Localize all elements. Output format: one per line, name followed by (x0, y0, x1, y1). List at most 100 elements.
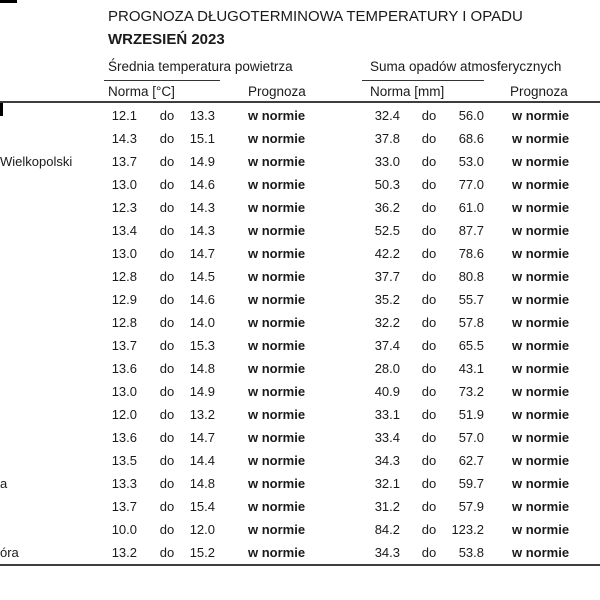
city-name-cell (0, 288, 96, 311)
city-name-cell (0, 449, 96, 472)
temp-norm-max-cell: 14.7 (189, 246, 215, 261)
city-name-cell (0, 173, 96, 196)
city-name-cell (0, 518, 96, 541)
temp-range-connector: do (159, 154, 175, 169)
precip-norm-max-cell: 59.7 (458, 476, 484, 491)
precip-norm-min-cell: 37.7 (374, 269, 400, 284)
temp-norm-min-cell: 13.5 (111, 453, 137, 468)
temp-range-connector: do (159, 522, 175, 537)
precip-norm-min-cell: 34.3 (374, 453, 400, 468)
temp-norm-min-cell: 13.6 (111, 430, 137, 445)
temp-norm-min-cell: 12.8 (111, 269, 137, 284)
precip-norm-min-cell: 52.5 (374, 223, 400, 238)
precip-range-connector: do (421, 476, 437, 491)
precip-norm-min-cell: 40.9 (374, 384, 400, 399)
table-row: 12.9 do 14.6 w normie 35.2 do 55.7 w nor… (0, 288, 600, 311)
temp-forecast-cell: w normie (248, 430, 306, 445)
temp-norm-max-cell: 14.8 (189, 361, 215, 376)
temp-range-connector: do (159, 200, 175, 215)
city-name-cell (0, 127, 96, 150)
temp-norm-max-cell: 14.3 (189, 223, 215, 238)
precip-range-connector: do (421, 200, 437, 215)
temp-norm-min-cell: 12.1 (111, 108, 137, 123)
temp-forecast-cell: w normie (248, 407, 306, 422)
temp-range-connector: do (159, 476, 175, 491)
precip-norm-min-cell: 42.2 (374, 246, 400, 261)
precip-norm-cell-top-border (362, 80, 484, 81)
precip-forecast-cell: w normie (512, 384, 570, 399)
temp-norm-min-cell: 12.9 (111, 292, 137, 307)
table-row: 14.3 do 15.1 w normie 37.8 do 68.6 w nor… (0, 127, 600, 150)
temp-range-connector: do (159, 246, 175, 261)
table-row: 12.3 do 14.3 w normie 36.2 do 61.0 w nor… (0, 196, 600, 219)
city-name-cell: a (0, 476, 8, 491)
temp-norm-min-cell: 13.2 (111, 545, 137, 560)
temp-forecast-cell: w normie (248, 292, 306, 307)
precip-norm-max-cell: 53.8 (458, 545, 484, 560)
city-name-cell (0, 265, 96, 288)
precip-norm-min-cell: 37.4 (374, 338, 400, 353)
city-name-cell (0, 196, 96, 219)
precip-forecast-cell: w normie (512, 131, 570, 146)
precip-range-connector: do (421, 384, 437, 399)
precip-forecast-cell: w normie (512, 407, 570, 422)
temp-range-connector: do (159, 177, 175, 192)
city-name-cell: Wielkopolski (0, 154, 73, 169)
report-title: PROGNOZA DŁUGOTERMINOWA TEMPERATURY I OP… (108, 8, 523, 25)
temp-range-connector: do (159, 499, 175, 514)
temp-range-connector: do (159, 384, 175, 399)
precip-range-connector: do (421, 223, 437, 238)
temp-forecast-cell: w normie (248, 200, 306, 215)
precip-norm-min-cell: 32.1 (374, 476, 400, 491)
header-separator-rule (0, 101, 600, 103)
table-row: 13.5 do 14.4 w normie 34.3 do 62.7 w nor… (0, 449, 600, 472)
temp-forecast-cell: w normie (248, 177, 306, 192)
temp-norm-min-cell: 13.0 (111, 384, 137, 399)
city-name-cell (0, 495, 96, 518)
precip-norm-min-cell: 32.2 (374, 315, 400, 330)
city-name-cell (0, 242, 96, 265)
precip-norm-max-cell: 57.8 (458, 315, 484, 330)
table-row: 13.0 do 14.6 w normie 50.3 do 77.0 w nor… (0, 173, 600, 196)
city-name-cell (0, 380, 96, 403)
temp-range-connector: do (159, 361, 175, 376)
temp-norm-max-cell: 14.9 (189, 384, 215, 399)
temp-forecast-cell: w normie (248, 545, 306, 560)
precip-norm-max-cell: 65.5 (458, 338, 484, 353)
precip-norm-min-cell: 33.4 (374, 430, 400, 445)
temp-forecast-cell: w normie (248, 499, 306, 514)
precip-forecast-cell: w normie (512, 292, 570, 307)
precip-range-connector: do (421, 499, 437, 514)
precipitation-group-header: Suma opadów atmosferycznych (370, 59, 562, 74)
precip-norm-min-cell: 34.3 (374, 545, 400, 560)
temp-norm-min-cell: 13.4 (111, 223, 137, 238)
temp-range-connector: do (159, 131, 175, 146)
precip-forecast-cell: w normie (512, 108, 570, 123)
precip-range-connector: do (421, 246, 437, 261)
table-row: óra 13.2 do 15.2 w normie 34.3 do 53.8 w… (0, 541, 600, 564)
temp-norm-max-cell: 13.3 (189, 108, 215, 123)
temp-range-connector: do (159, 430, 175, 445)
temp-norm-min-cell: 13.0 (111, 177, 137, 192)
temp-range-connector: do (159, 545, 175, 560)
precip-norm-max-cell: 87.7 (458, 223, 484, 238)
precip-range-connector: do (421, 108, 437, 123)
temp-forecast-cell: w normie (248, 108, 306, 123)
temp-range-connector: do (159, 292, 175, 307)
temp-norm-min-cell: 14.3 (111, 131, 137, 146)
precip-forecast-cell: w normie (512, 246, 570, 261)
table-bottom-rule (0, 564, 600, 566)
precip-norm-max-cell: 78.6 (458, 246, 484, 261)
table-row: 13.4 do 14.3 w normie 52.5 do 87.7 w nor… (0, 219, 600, 242)
temp-norm-max-cell: 15.2 (189, 545, 215, 560)
precip-range-connector: do (421, 545, 437, 560)
city-name-cell (0, 334, 96, 357)
temp-forecast-cell: w normie (248, 246, 306, 261)
precip-range-connector: do (421, 131, 437, 146)
temp-range-connector: do (159, 338, 175, 353)
precip-range-connector: do (421, 154, 437, 169)
precip-norm-max-cell: 77.0 (458, 177, 484, 192)
precip-range-connector: do (421, 430, 437, 445)
table-row: 13.6 do 14.7 w normie 33.4 do 57.0 w nor… (0, 426, 600, 449)
